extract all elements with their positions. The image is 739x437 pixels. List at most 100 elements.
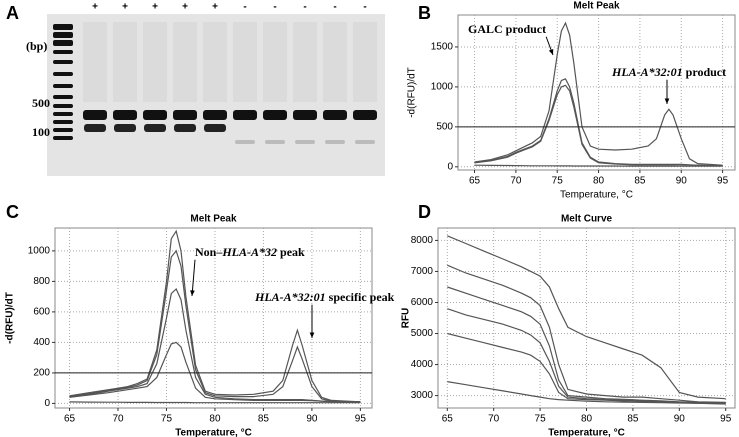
y-tick-label: 0 bbox=[447, 161, 453, 172]
gel-band bbox=[84, 124, 106, 132]
gel-band bbox=[83, 110, 107, 120]
gel-band bbox=[263, 110, 287, 120]
gel-band bbox=[144, 124, 166, 132]
annotation-part: specific peak bbox=[326, 290, 395, 304]
chart-title: Melt Peak bbox=[190, 214, 237, 225]
melt-line bbox=[69, 229, 361, 403]
gel-band bbox=[323, 110, 347, 120]
plot-area bbox=[457, 14, 736, 171]
lane-label: - bbox=[243, 2, 246, 13]
lane-label: + bbox=[152, 2, 158, 13]
y-tick-label: 1000 bbox=[431, 82, 454, 93]
annotation-part: GALC product bbox=[468, 22, 546, 36]
x-tick-label: 65 bbox=[469, 176, 481, 187]
annotation: Non–HLA-A*32 peak bbox=[195, 245, 305, 259]
panel-label: A bbox=[6, 3, 19, 23]
panel-label: C bbox=[6, 202, 19, 222]
annotation-part: HLA-A*32 bbox=[221, 245, 277, 259]
x-tick-label: 70 bbox=[510, 176, 522, 187]
gel-band bbox=[173, 110, 197, 120]
x-tick-label: 80 bbox=[593, 176, 605, 187]
arrow-head bbox=[548, 49, 554, 55]
plot-area bbox=[54, 227, 373, 409]
gel-band bbox=[143, 110, 167, 120]
chart-title: Melt Curve bbox=[561, 214, 613, 225]
ladder-band bbox=[53, 128, 73, 132]
y-tick-label: 0 bbox=[44, 398, 50, 409]
y-tick-label: 6000 bbox=[411, 297, 434, 308]
y-tick-label: 1500 bbox=[431, 42, 454, 53]
lane-label: - bbox=[363, 2, 366, 13]
gel-smear bbox=[113, 22, 137, 102]
gel-band bbox=[204, 124, 226, 132]
lane-label: - bbox=[303, 2, 306, 13]
y-tick-label: 200 bbox=[33, 368, 50, 379]
melt-line bbox=[69, 249, 361, 403]
gel-size-label: 100 bbox=[32, 125, 50, 139]
x-tick-label: 70 bbox=[488, 414, 500, 425]
arrow-head bbox=[664, 98, 670, 104]
gel-smear bbox=[203, 22, 227, 102]
melt-line bbox=[69, 287, 361, 403]
ladder-band bbox=[53, 50, 73, 54]
y-axis-label: -d(RFU)/dT bbox=[407, 67, 418, 118]
annotation-part: Non– bbox=[195, 245, 223, 259]
gel-unit-label: (bp) bbox=[26, 39, 47, 53]
arrow-head bbox=[190, 290, 195, 296]
x-tick-label: 85 bbox=[258, 414, 270, 425]
panel-label: B bbox=[418, 3, 431, 23]
y-tick-label: 400 bbox=[33, 337, 50, 348]
gel-band bbox=[295, 140, 315, 144]
lane-label: + bbox=[122, 2, 128, 13]
gel-smear bbox=[263, 22, 287, 102]
x-tick-label: 90 bbox=[676, 176, 688, 187]
gel-band bbox=[355, 140, 375, 144]
ladder-band bbox=[53, 60, 73, 64]
x-tick-label: 85 bbox=[627, 414, 639, 425]
annotation-arrow bbox=[191, 259, 196, 297]
melt-line bbox=[447, 286, 726, 404]
y-tick-label: 8000 bbox=[411, 235, 434, 246]
x-tick-label: 80 bbox=[209, 414, 221, 425]
gel-smear bbox=[83, 22, 107, 102]
y-axis-label: RFU bbox=[401, 308, 412, 329]
annotation: GALC product bbox=[468, 22, 546, 36]
y-tick-label: 1000 bbox=[28, 246, 51, 257]
x-tick-label: 95 bbox=[720, 414, 732, 425]
gel-band bbox=[293, 110, 317, 120]
panel-label: D bbox=[418, 202, 431, 222]
ladder-band bbox=[53, 112, 73, 116]
lane-label: + bbox=[212, 2, 218, 13]
lane-label: - bbox=[273, 2, 276, 13]
gel-band bbox=[203, 110, 227, 120]
x-tick-label: 95 bbox=[355, 414, 367, 425]
lane-label: + bbox=[92, 2, 98, 13]
melt-line bbox=[474, 164, 723, 167]
y-axis-label: -d(RFU)/dT bbox=[5, 292, 16, 344]
melt-line bbox=[474, 84, 723, 167]
gel-band bbox=[265, 140, 285, 144]
ladder-band bbox=[53, 72, 73, 76]
x-tick-label: 80 bbox=[581, 414, 593, 425]
x-tick-label: 95 bbox=[717, 176, 729, 187]
gel-band bbox=[114, 124, 136, 132]
melt-line bbox=[69, 341, 361, 403]
annotation-part: product bbox=[683, 65, 726, 79]
gel-band bbox=[233, 110, 257, 120]
melt-line bbox=[447, 381, 726, 405]
x-tick-label: 90 bbox=[674, 414, 686, 425]
y-tick-label: 7000 bbox=[411, 266, 434, 277]
annotation: HLA-A*32:01 product bbox=[611, 65, 726, 79]
chart-title: Melt Peak bbox=[573, 1, 620, 12]
ladder-band bbox=[53, 40, 73, 46]
gel-band bbox=[174, 124, 196, 132]
melt-line bbox=[69, 401, 361, 404]
gel-smear bbox=[233, 22, 257, 102]
melt-line bbox=[447, 264, 726, 403]
annotation-part: HLA-A*32:01 bbox=[611, 65, 683, 79]
gel-smear bbox=[143, 22, 167, 102]
gel-smear bbox=[293, 22, 317, 102]
ladder-band bbox=[53, 84, 73, 88]
gel-band bbox=[353, 110, 377, 120]
